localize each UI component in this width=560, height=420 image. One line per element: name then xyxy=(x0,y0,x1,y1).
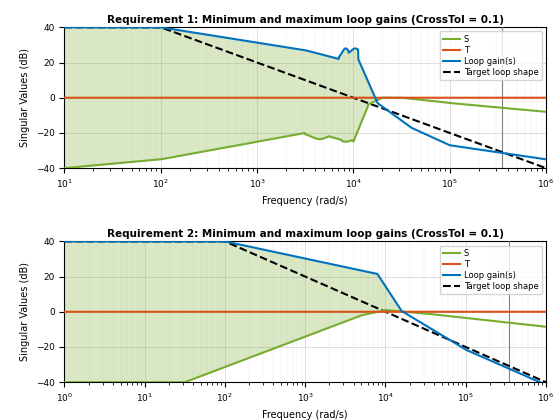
Legend: S, T, Loop gain(s), Target loop shape: S, T, Loop gain(s), Target loop shape xyxy=(440,32,542,80)
Y-axis label: Singular Values (dB): Singular Values (dB) xyxy=(20,48,30,147)
Title: Requirement 1: Minimum and maximum loop gains (CrossTol = 0.1): Requirement 1: Minimum and maximum loop … xyxy=(107,15,503,25)
X-axis label: Frequency (rad/s): Frequency (rad/s) xyxy=(263,410,348,420)
Y-axis label: Singular Values (dB): Singular Values (dB) xyxy=(20,262,30,361)
Title: Requirement 2: Minimum and maximum loop gains (CrossTol = 0.1): Requirement 2: Minimum and maximum loop … xyxy=(107,229,503,239)
Legend: S, T, Loop gain(s), Target loop shape: S, T, Loop gain(s), Target loop shape xyxy=(440,246,542,294)
X-axis label: Frequency (rad/s): Frequency (rad/s) xyxy=(263,196,348,206)
